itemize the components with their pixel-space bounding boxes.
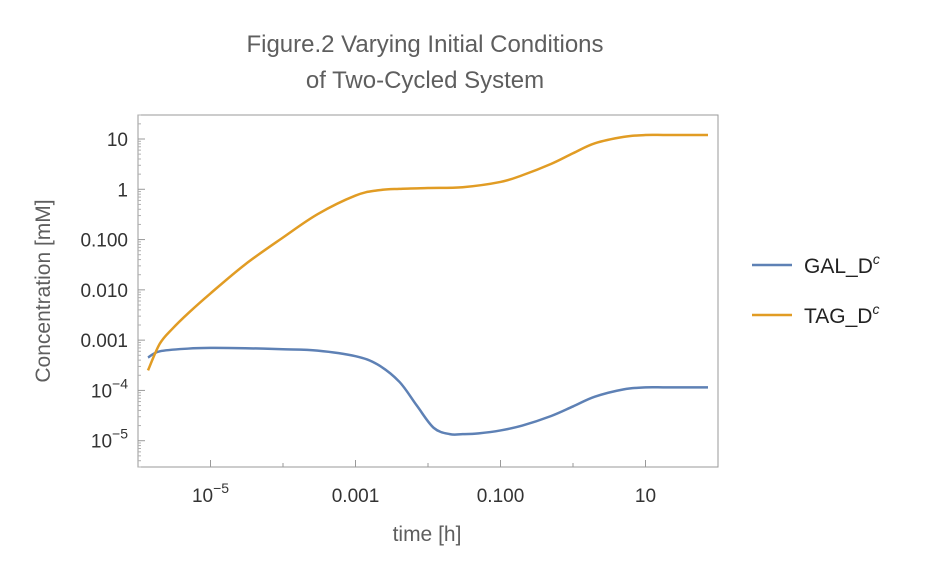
- x-axis-label: time [h]: [393, 523, 462, 546]
- y-tick-label: 0.010: [80, 281, 128, 302]
- y-tick-label: 10−5: [91, 426, 128, 453]
- chart-subtitle: of Two-Cycled System: [306, 67, 544, 94]
- x-tick-label: 0.100: [477, 486, 525, 507]
- y-tick-label: 0.100: [80, 231, 128, 252]
- plot-frame: [137, 114, 719, 468]
- axis-ticks: 10−5 0.001 0.100 10 10 1 0.100 0.010 0.001 10−4 10…: [80, 114, 719, 507]
- y-tick-label: 10: [107, 130, 128, 151]
- chart-title: Figure.2 Varying Initial Conditions: [246, 31, 603, 58]
- y-tick-label: 10−4: [91, 375, 128, 402]
- y-tick-label: 0.001: [80, 331, 128, 352]
- x-tick-label: 10−5: [192, 480, 229, 507]
- x-tick-label: 0.001: [332, 486, 380, 507]
- series-lines: [146, 133, 708, 436]
- y-tick-label: 1: [117, 180, 128, 201]
- x-tick-label: 10: [635, 486, 656, 507]
- legend: GAL_Dc TAG_Dc: [752, 251, 880, 328]
- series-line-tag-d: [146, 133, 708, 371]
- series-line-gal-d: [147, 346, 708, 436]
- legend-label: GAL_Dc: [804, 251, 880, 278]
- y-axis-label: Concentration [mM]: [32, 199, 55, 382]
- legend-label: TAG_Dc: [804, 301, 879, 328]
